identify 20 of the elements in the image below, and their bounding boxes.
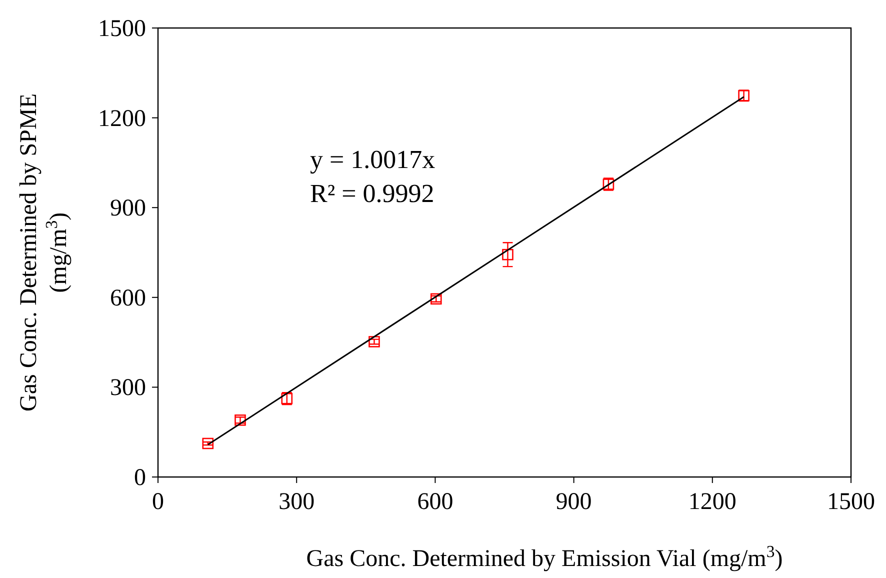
y-tick-label: 1500	[98, 16, 146, 42]
x-axis-title: Gas Conc. Determined by Emission Vial (mg/m$^{3}$)	[306, 542, 783, 572]
point	[430, 293, 442, 305]
y-tick-label: 1200	[98, 106, 146, 132]
x-tick-label: 300	[278, 489, 315, 515]
y-tick-label: 900	[110, 196, 146, 222]
x-tick-label: 900	[556, 489, 592, 515]
annotation: y = 1.0017x	[310, 145, 436, 174]
y-tick-label: 0	[134, 465, 146, 491]
point	[202, 438, 214, 450]
y-tick-label: 300	[110, 375, 146, 402]
x-tick-label: 1200	[688, 489, 736, 515]
y-tick-label: 600	[110, 285, 146, 312]
point	[502, 248, 514, 260]
point	[234, 414, 246, 426]
x-tick-label: 0	[152, 489, 164, 515]
x-tick-label: 600	[417, 489, 454, 515]
annotation: R² = 0.9992	[310, 179, 434, 208]
point	[368, 336, 380, 348]
x-tick-label: 1500	[827, 489, 875, 515]
